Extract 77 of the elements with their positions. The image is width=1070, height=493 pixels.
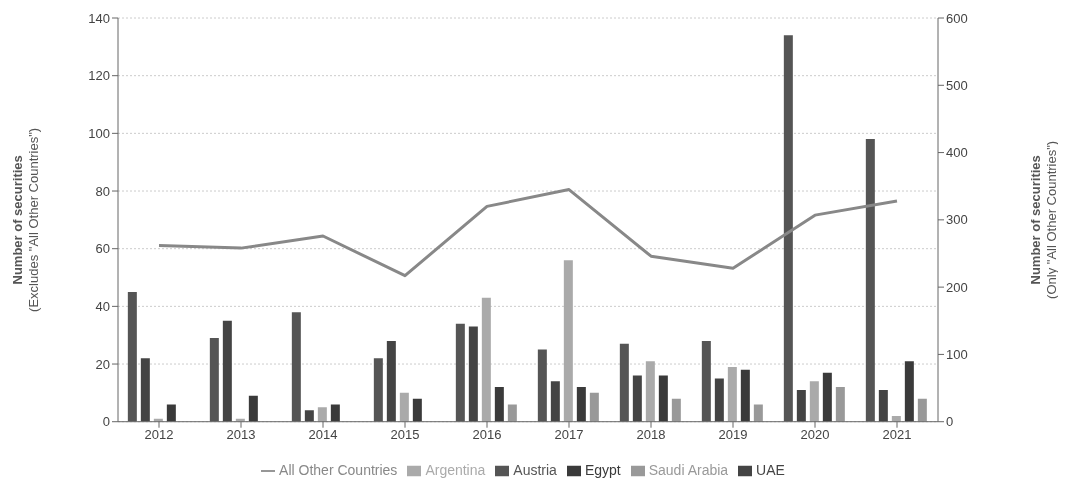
bar [412,398,422,422]
bar [481,297,491,422]
bar [127,291,137,422]
bar [796,389,806,422]
bar [701,340,711,422]
bar [658,375,668,422]
bar [563,260,573,422]
bar [330,404,340,422]
bar [740,369,750,422]
line-series [157,188,899,278]
bar [537,349,547,422]
bar [671,398,681,422]
y2-tick-label: 400 [946,145,968,161]
y-axis-title: Number of securities (Excludes "All Other Countries") [10,127,41,312]
legend-label: All Other Countries [279,461,398,478]
x-tick-label: 2021 [882,426,912,442]
bar [865,139,875,422]
bar [727,366,737,422]
bar [468,326,478,422]
bar [304,410,314,422]
bar [386,340,396,422]
bar [835,387,845,422]
bar [619,343,629,422]
x-tick-label: 2013 [226,426,256,442]
x-tick-label: 2014 [308,426,338,442]
legend-label: Saudi Arabia [648,461,729,478]
x-tick-label: 2015 [390,426,420,442]
y2-axis-title: Number of securities (Only "All Other Countries") [1028,140,1059,299]
x-tick-label: 2017 [554,426,584,442]
legend-label: UAE [756,461,785,478]
bar [645,361,655,422]
x-tick-label: 2012 [144,426,174,442]
bar [455,323,465,422]
y2-tick-label: 0 [946,414,954,430]
bar [783,35,793,422]
bar [714,378,724,422]
legend-label: Argentina [425,461,486,478]
bar [373,358,383,422]
bar [904,361,914,422]
bar [291,312,301,422]
y-tick-label: 100 [88,125,110,141]
bar [632,375,642,422]
y-tick-label: 0 [102,414,110,430]
bar [248,395,258,422]
bar [878,389,888,422]
bar [140,358,150,422]
y-tick-label: 40 [95,298,110,314]
bar [209,338,219,422]
legend-label: Austria [513,461,557,478]
y-tick-label: 20 [95,356,110,372]
bar [917,398,927,422]
y-tick-label: 60 [95,241,110,257]
y2-tick-label: 100 [946,347,968,363]
y2-tick-label: 500 [946,77,968,93]
bar [809,381,819,422]
bar [494,387,504,422]
bar [576,387,586,422]
y-tick-label: 120 [88,68,110,84]
legend-label: Egypt [584,461,621,478]
bar [822,372,832,422]
bar [507,404,517,422]
bar [589,392,599,422]
bar [166,404,176,422]
x-tick-label: 2020 [800,426,830,442]
bar [222,320,232,422]
bar [317,407,327,422]
y-tick-label: 140 [88,10,110,26]
y-tick-label: 80 [95,183,110,199]
y2-tick-label: 600 [946,10,968,26]
bar [550,381,560,422]
bar [399,392,409,422]
y2-tick-label: 300 [946,212,968,228]
x-tick-label: 2019 [718,426,748,442]
x-tick-label: 2016 [472,426,502,442]
x-tick-label: 2018 [636,426,666,442]
bar [753,404,763,422]
y2-tick-label: 200 [946,279,968,295]
